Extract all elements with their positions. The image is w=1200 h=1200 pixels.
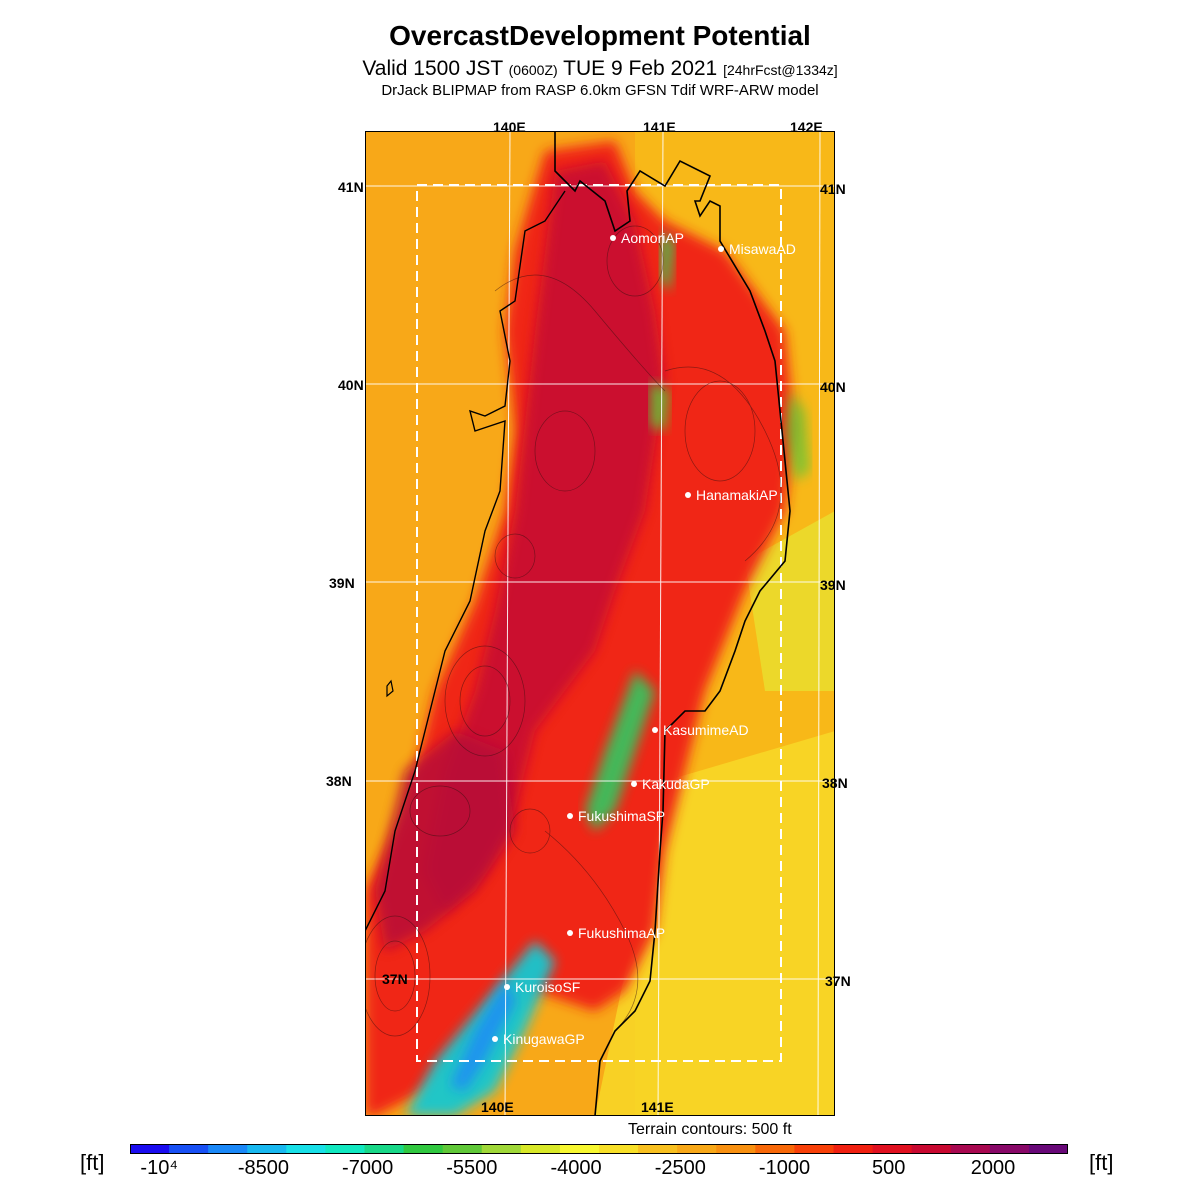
colorbar-tick-label: -10⁴ [140, 1157, 178, 1179]
lat-label-right: 37N [825, 973, 851, 989]
colorbar-swatch [833, 1144, 874, 1154]
date: TUE 9 Feb 2021 [563, 57, 718, 80]
colorbar-swatch [169, 1144, 209, 1154]
colorbar-swatch [989, 1144, 1030, 1154]
sanriku-yellow-area [745, 511, 835, 691]
colorbar-swatch [403, 1144, 444, 1154]
station-markers: AomoriAP MisawaAD HanamakiAP KasumimeAD … [492, 230, 796, 1047]
lon-label-top: 142E [790, 119, 823, 135]
inner-domain-box [416, 184, 782, 1062]
lat-label-left: 40N [338, 377, 364, 393]
station-dot [631, 781, 637, 787]
land-core-potential [425, 161, 665, 911]
lat-label-left: 41N [338, 179, 364, 195]
coastline [554, 131, 791, 1116]
colorbar-tick-label: -2500 [654, 1157, 706, 1179]
valid-time: Valid 1500 JST [362, 57, 503, 80]
colorbar-swatch [872, 1144, 913, 1154]
lat-label-right: 41N [820, 181, 846, 197]
south-blue-core [450, 981, 515, 1091]
west-coastline [365, 190, 566, 932]
colorbar-swatch [950, 1144, 991, 1154]
colorbar-swatch [208, 1144, 248, 1154]
colorbar-swatch [677, 1144, 717, 1154]
lat-label-right: 40N [820, 379, 846, 395]
station-dot [567, 813, 573, 819]
terrain-contours [365, 225, 782, 1037]
colorbar-swatch [794, 1144, 834, 1154]
colorbar-swatch [638, 1144, 678, 1154]
station-dot [610, 235, 616, 241]
lat-label-right: 39N [820, 577, 846, 593]
lat-label-left: 39N [329, 575, 355, 591]
forecast-map: AomoriAP MisawaAD HanamakiAP KasumimeAD … [365, 131, 835, 1116]
ou-mountains-green [585, 671, 655, 831]
colorbar-tick-label: 500 [872, 1157, 906, 1179]
lat-label-right: 38N [822, 775, 848, 791]
station-label: MisawaAD [729, 241, 796, 257]
station-label: KasumimeAD [663, 722, 749, 738]
lon-label-bottom: 141E [641, 1099, 674, 1115]
terrain-contour-note: Terrain contours: 500 ft [628, 1121, 792, 1138]
station-label: FukushimaAP [578, 925, 665, 941]
lat-lon-grid [365, 131, 835, 1116]
colorbar-tick-label: -5500 [446, 1157, 498, 1179]
colorbar-swatch [716, 1144, 756, 1154]
station-dot [567, 930, 573, 936]
colorbar-swatch [481, 1144, 522, 1154]
colorbar-tick-label: -4000 [550, 1157, 602, 1179]
colorbar-swatch [442, 1144, 483, 1154]
colorbar-tick-label: -1000 [758, 1157, 811, 1179]
colorbar-swatch [364, 1144, 405, 1154]
colorbar-frame [130, 1144, 1068, 1154]
colorbar-swatch [325, 1144, 365, 1154]
colorbar-swatch [911, 1144, 952, 1154]
station-dot [504, 984, 510, 990]
station-dot [492, 1036, 498, 1042]
station-label: KakudaGP [642, 776, 710, 792]
station-dot [652, 727, 658, 733]
station-label: HanamakiAP [696, 487, 778, 503]
model-description: DrJack BLIPMAP from RASP 6.0km GFSN Tdif… [381, 82, 819, 99]
lon-label-bottom: 140E [481, 1099, 514, 1115]
lat-label-left: 38N [326, 773, 352, 789]
colorbar-tick-label: 2000 [970, 1157, 1016, 1179]
colorbar-swatch [559, 1144, 600, 1154]
colorbar-swatch [599, 1144, 639, 1154]
kitakami-green [650, 381, 670, 431]
sado-island [386, 679, 394, 698]
station-label: KuroisoSF [515, 979, 580, 995]
north-green-strip [660, 231, 675, 291]
colorbar-unit-left: [ft] [80, 1150, 105, 1175]
valid-time-line: Valid 1500 JST (0600Z) TUE 9 Feb 2021 [2… [0, 57, 1200, 81]
map-frame [365, 131, 835, 1116]
lon-label-top: 141E [643, 119, 676, 135]
colorbar-swatch [247, 1144, 287, 1154]
colorbar-swatch [130, 1144, 170, 1154]
lat-label-left: 37N [382, 971, 408, 987]
forecast-info: [24hrFcst@1334z] [723, 62, 838, 78]
colorbar-unit-right: [ft] [1089, 1150, 1114, 1175]
station-dot [718, 246, 724, 252]
station-label: AomoriAP [621, 230, 684, 246]
colorbar-tick-label: -8500 [237, 1157, 289, 1179]
map-title: OvercastDevelopment Potential [389, 20, 811, 51]
utc-time: (0600Z) [508, 62, 558, 78]
colorbar-tick-label: -7000 [342, 1157, 394, 1179]
station-dot [685, 492, 691, 498]
station-label: KinugawaGP [503, 1031, 585, 1047]
colorbar-swatch [286, 1144, 326, 1154]
east-yellow-area [595, 731, 835, 1116]
colorbar-swatch [520, 1144, 561, 1154]
colorbar-swatch [1028, 1144, 1068, 1154]
colorbar-swatch [755, 1144, 795, 1154]
lon-label-top: 140E [493, 119, 526, 135]
colorbar [130, 1144, 1068, 1154]
station-label: FukushimaSP [578, 808, 665, 824]
east-coast-green [785, 391, 810, 481]
